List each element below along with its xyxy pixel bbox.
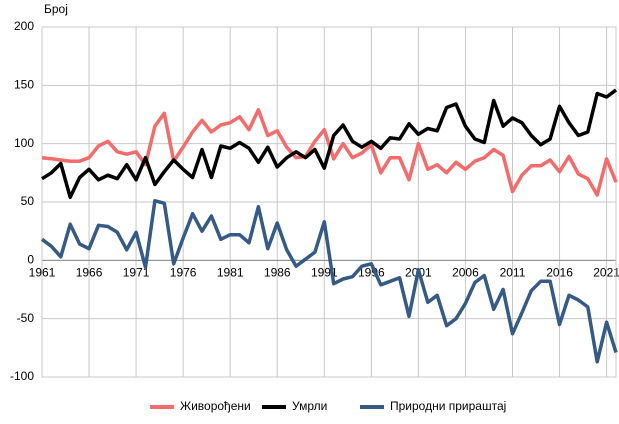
x-tick-label: 2021 — [593, 266, 619, 280]
legend-label: Живорођени — [180, 399, 251, 413]
legend-label: Умрли — [292, 399, 327, 413]
y-tick-label: 0 — [27, 253, 34, 267]
x-tick-label: 1986 — [264, 266, 291, 280]
y-tick-label: 100 — [14, 136, 34, 150]
y-tick-label: -100 — [10, 369, 34, 383]
series-line — [41, 88, 618, 200]
y-tick-label: 50 — [21, 194, 35, 208]
y-axis-label: Број — [44, 2, 68, 16]
y-tick-label: 200 — [14, 19, 34, 33]
x-tick-label: 1971 — [123, 266, 150, 280]
plot-border — [41, 26, 617, 378]
x-tick-label: 1981 — [217, 266, 244, 280]
y-tick-label: 150 — [14, 78, 34, 92]
x-tick-label: 2016 — [546, 266, 573, 280]
series-line — [40, 199, 618, 364]
series-line — [41, 108, 618, 197]
x-tick-label: 1966 — [76, 266, 103, 280]
x-tick-label: 1976 — [170, 266, 197, 280]
x-tick-label: 2011 — [500, 266, 526, 280]
y-tick-label: -50 — [17, 311, 35, 325]
x-tick-label: 2006 — [452, 266, 479, 280]
legend-label: Природни прираштај — [390, 399, 506, 413]
